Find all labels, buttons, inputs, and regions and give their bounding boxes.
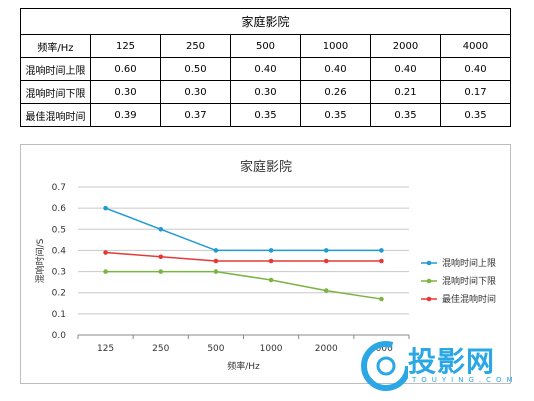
legend-marker	[426, 296, 432, 302]
chart-frame: 家庭影院 0.0 0.1 0.2 0.3 0.4 0.5 0.6 0.7 125 250 500 100…	[20, 144, 511, 384]
table-cell: 0.40	[230, 57, 301, 81]
data-point	[158, 226, 164, 232]
x-tick-label: 500	[207, 344, 224, 354]
legend-marker	[426, 278, 432, 284]
series-line	[105, 207, 382, 252]
y-tick-label: 0.4	[52, 246, 67, 256]
data-point	[379, 248, 384, 253]
data-point	[268, 248, 274, 253]
y-tick-label: 0.3	[52, 268, 66, 278]
data-point	[379, 296, 384, 302]
data-point	[379, 258, 384, 264]
table-cell: 0.40	[300, 57, 371, 81]
watermark-text: 投影网	[408, 345, 496, 378]
table-title: 家庭影院	[20, 8, 511, 35]
y-tick-label: 0.6	[52, 204, 67, 214]
table-cell: 0.35	[230, 103, 301, 127]
data-point	[158, 254, 164, 260]
table-cell: 0.35	[300, 103, 371, 127]
y-axis-label: 混响时间/S	[34, 238, 46, 283]
table-cell: 0.30	[230, 80, 301, 104]
data-point	[323, 288, 329, 293]
y-tick-label: 0.2	[52, 289, 66, 299]
table-cell: 最佳混响时间	[20, 103, 91, 127]
table-header-cell: 频率/Hz	[20, 34, 91, 58]
chart-title: 家庭影院	[240, 159, 292, 175]
x-tick-label: 4000	[370, 344, 393, 354]
table-cell: 0.60	[90, 57, 161, 81]
watermark-logo-icon	[361, 341, 408, 391]
table-cell: 0.50	[160, 57, 231, 81]
watermark: 投影网 TOUYING.COM	[358, 338, 528, 394]
x-tick-label: 2000	[315, 344, 338, 354]
data-point	[158, 269, 164, 274]
data-point	[213, 248, 219, 253]
y-tick-label: 0.0	[52, 331, 67, 341]
legend-marker	[426, 260, 432, 266]
legend-label: 混响时间上限	[442, 257, 496, 269]
table-cell: 0.35	[370, 103, 441, 127]
y-tick-label: 0.1	[52, 310, 66, 320]
x-tick-label: 250	[152, 344, 169, 354]
table-cell: 0.26	[300, 80, 371, 104]
series-line	[105, 251, 382, 262]
table-header-cell: 4000	[440, 34, 511, 58]
legend-label: 混响时间下限	[442, 275, 496, 287]
table-cell: 0.21	[370, 80, 441, 104]
legend-label: 最佳混响时间	[442, 293, 496, 305]
watermark-subtext: TOUYING.COM	[412, 376, 518, 384]
data-point	[268, 258, 274, 264]
table-cell: 0.30	[160, 80, 231, 104]
data-point	[323, 258, 329, 264]
table-cell: 混响时间上限	[20, 57, 91, 81]
table-cell: 0.40	[370, 57, 441, 81]
table-header-cell: 250	[160, 34, 231, 58]
table-cell: 0.40	[440, 57, 511, 81]
table-header-row: 频率/Hz 125 250 500 1000 2000 4000	[20, 34, 511, 58]
data-point	[103, 269, 108, 274]
table-cell: 0.17	[440, 80, 511, 104]
series-line	[105, 270, 382, 300]
data-point	[213, 269, 219, 274]
table-header-cell: 125	[90, 34, 161, 58]
data-point	[323, 248, 329, 253]
table-row: 混响时间上限 0.60 0.50 0.40 0.40 0.40 0.40	[20, 57, 511, 81]
line-chart: 家庭影院 0.0 0.1 0.2 0.3 0.4 0.5 0.6 0.7 125 250 500 100…	[34, 159, 496, 372]
table-cell: 0.39	[90, 103, 161, 127]
table-cell: 0.30	[90, 80, 161, 104]
table-cell: 0.35	[440, 103, 511, 127]
table-header-cell: 2000	[370, 34, 441, 58]
table-header-cell: 1000	[300, 34, 371, 58]
y-tick-label: 0.7	[52, 183, 66, 193]
x-axis-label: 频率/Hz	[227, 360, 260, 372]
data-point	[103, 250, 108, 255]
table-cell: 0.37	[160, 103, 231, 127]
table-header-cell: 500	[230, 34, 301, 58]
x-tick-label: 125	[97, 344, 114, 354]
table-row: 混响时间下限 0.30 0.30 0.30 0.26 0.21 0.17	[20, 80, 511, 104]
data-point	[213, 258, 219, 264]
table-cell: 混响时间下限	[20, 80, 91, 104]
y-tick-label: 0.5	[52, 225, 66, 235]
data-table: 家庭影院 频率/Hz 125 250 500 1000 2000 4000 混响…	[20, 8, 511, 127]
data-point	[103, 205, 108, 211]
data-point	[268, 277, 274, 283]
x-tick-label: 1000	[260, 344, 283, 354]
table-row: 最佳混响时间 0.39 0.37 0.35 0.35 0.35 0.35	[20, 103, 511, 127]
